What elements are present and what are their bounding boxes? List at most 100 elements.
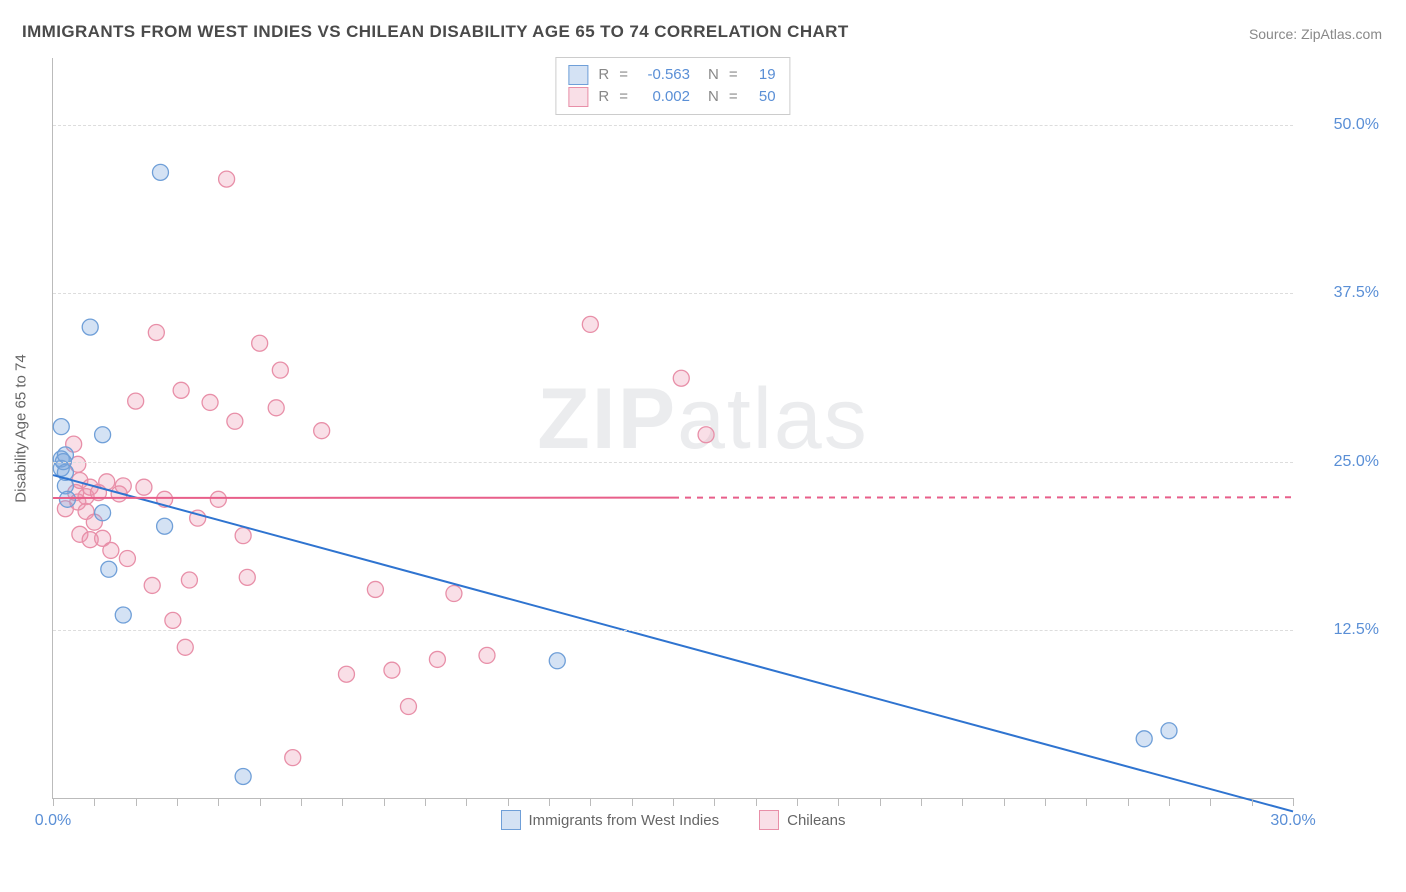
x-tick: [177, 798, 178, 806]
x-tick: [1252, 798, 1253, 806]
x-tick: [632, 798, 633, 806]
scatter-point: [673, 370, 689, 386]
scatter-point: [53, 419, 69, 435]
x-tick: [384, 798, 385, 806]
scatter-point: [239, 569, 255, 585]
scatter-point: [101, 561, 117, 577]
scatter-point: [219, 171, 235, 187]
scatter-point: [59, 491, 75, 507]
x-tick: [466, 798, 467, 806]
scatter-point: [115, 607, 131, 623]
y-tick-label: 25.0%: [1303, 453, 1379, 471]
x-tick-label: 0.0%: [35, 812, 71, 830]
scatter-point: [235, 768, 251, 784]
x-tick: [714, 798, 715, 806]
scatter-point: [173, 382, 189, 398]
y-tick-label: 50.0%: [1303, 116, 1379, 134]
x-tick: [53, 798, 54, 806]
source-attribution: Source: ZipAtlas.com: [1249, 26, 1382, 42]
scatter-point: [384, 662, 400, 678]
x-tick: [1169, 798, 1170, 806]
x-tick: [1293, 798, 1294, 806]
x-tick: [962, 798, 963, 806]
x-tick: [136, 798, 137, 806]
x-tick: [838, 798, 839, 806]
x-tick: [1004, 798, 1005, 806]
scatter-point: [227, 413, 243, 429]
chart-svg: [53, 58, 1293, 798]
scatter-point: [177, 639, 193, 655]
x-tick: [342, 798, 343, 806]
scatter-point: [157, 518, 173, 534]
scatter-point: [103, 542, 119, 558]
scatter-point: [698, 427, 714, 443]
legend-swatch-series-b: [759, 810, 779, 830]
scatter-point: [1136, 731, 1152, 747]
page-title: IMMIGRANTS FROM WEST INDIES VS CHILEAN D…: [22, 22, 849, 42]
scatter-point: [252, 335, 268, 351]
x-tick-label: 30.0%: [1270, 812, 1315, 830]
scatter-point: [367, 581, 383, 597]
scatter-point: [119, 551, 135, 567]
scatter-plot: R= -0.563 N= 19 R= 0.002 N= 50 Immigrant…: [52, 58, 1293, 799]
scatter-point: [115, 478, 131, 494]
x-tick: [673, 798, 674, 806]
scatter-point: [95, 505, 111, 521]
x-tick: [1086, 798, 1087, 806]
x-tick: [590, 798, 591, 806]
scatter-point: [549, 653, 565, 669]
scatter-point: [181, 572, 197, 588]
x-tick: [425, 798, 426, 806]
scatter-point: [235, 528, 251, 544]
y-axis-label-wrap: Disability Age 65 to 74: [8, 58, 34, 798]
scatter-point: [136, 479, 152, 495]
scatter-point: [128, 393, 144, 409]
legend-item: Chileans: [759, 810, 845, 830]
legend-swatch-series-a: [501, 810, 521, 830]
scatter-point: [268, 400, 284, 416]
scatter-point: [446, 585, 462, 601]
scatter-point: [582, 316, 598, 332]
x-tick: [1045, 798, 1046, 806]
scatter-point: [152, 164, 168, 180]
x-tick: [301, 798, 302, 806]
y-tick-label: 37.5%: [1303, 284, 1379, 302]
x-tick: [549, 798, 550, 806]
x-tick: [880, 798, 881, 806]
gridline: [53, 125, 1293, 126]
scatter-point: [148, 324, 164, 340]
scatter-point: [314, 423, 330, 439]
y-tick-label: 12.5%: [1303, 621, 1379, 639]
x-tick: [260, 798, 261, 806]
scatter-point: [429, 651, 445, 667]
scatter-point: [82, 319, 98, 335]
scatter-point: [479, 647, 495, 663]
scatter-point: [1161, 723, 1177, 739]
trend-line: [53, 475, 1293, 811]
scatter-point: [165, 612, 181, 628]
gridline: [53, 630, 1293, 631]
x-tick: [797, 798, 798, 806]
scatter-point: [210, 491, 226, 507]
legend-series: Immigrants from West Indies Chileans: [53, 810, 1293, 830]
x-tick: [1210, 798, 1211, 806]
scatter-point: [95, 427, 111, 443]
x-tick: [1128, 798, 1129, 806]
legend-series-b-label: Chileans: [787, 812, 845, 829]
legend-series-a-label: Immigrants from West Indies: [529, 812, 720, 829]
scatter-point: [400, 699, 416, 715]
scatter-point: [144, 577, 160, 593]
scatter-point: [338, 666, 354, 682]
scatter-point: [285, 750, 301, 766]
y-axis-label: Disability Age 65 to 74: [13, 354, 30, 502]
gridline: [53, 293, 1293, 294]
x-tick: [921, 798, 922, 806]
x-tick: [218, 798, 219, 806]
scatter-point: [272, 362, 288, 378]
scatter-point: [202, 394, 218, 410]
x-tick: [508, 798, 509, 806]
legend-item: Immigrants from West Indies: [501, 810, 720, 830]
x-tick: [94, 798, 95, 806]
x-tick: [756, 798, 757, 806]
gridline: [53, 462, 1293, 463]
